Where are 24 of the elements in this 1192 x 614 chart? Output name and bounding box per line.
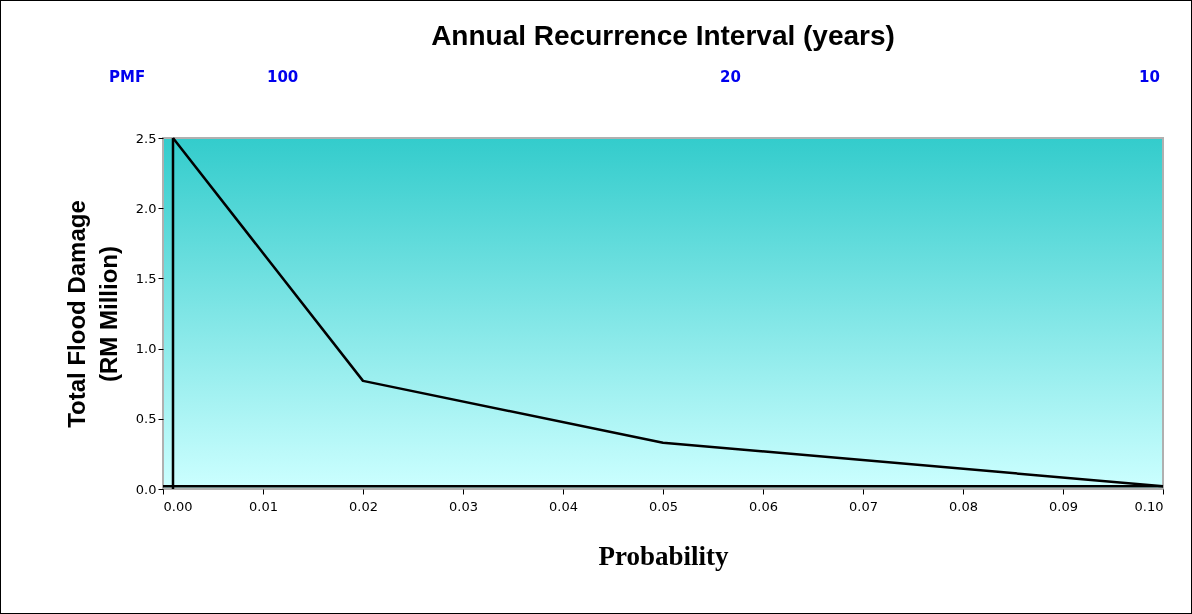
x-tick-label: 0.06 — [749, 498, 778, 514]
y-tick-label: 0.0 — [135, 481, 157, 497]
x-tick-label: 0.03 — [449, 498, 478, 514]
x-tick-label: 0.10 — [1134, 498, 1164, 514]
text: 100 — [267, 68, 299, 86]
text: PMF — [109, 68, 146, 86]
y-axis-title: Total Flood Damage (RM Million) — [62, 200, 122, 428]
x-tick-label: 0.00 — [163, 498, 193, 514]
x-tick-label: 0.04 — [549, 498, 578, 514]
x-tick-label: 0.02 — [349, 498, 378, 514]
text: 10 — [1139, 68, 1160, 86]
text: 20 — [720, 68, 741, 86]
x-tick-label: 0.08 — [949, 498, 978, 514]
y-tick-label: 1.0 — [135, 341, 157, 357]
y-tick-label: 2.5 — [135, 130, 157, 146]
x-tick-label: 0.01 — [249, 498, 278, 514]
y-tick-label: 0.5 — [135, 411, 157, 427]
y-tick-label: 1.5 — [135, 270, 157, 286]
x-tick-label: 0.07 — [849, 498, 878, 514]
chart-title: Annual Recurrence Interval (years) — [430, 20, 896, 52]
x-tick-label: 0.05 — [649, 498, 678, 514]
x-tick-label: 0.09 — [1049, 498, 1078, 514]
y-tick-label: 2.0 — [135, 200, 157, 216]
x-axis-title: Probability — [598, 540, 729, 571]
